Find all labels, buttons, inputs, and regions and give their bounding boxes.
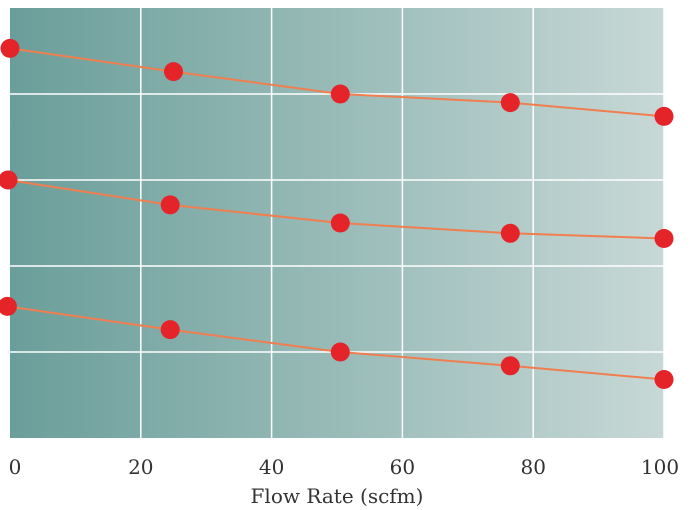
data-point <box>164 62 183 82</box>
data-point <box>500 356 520 376</box>
data-point <box>330 213 350 233</box>
x-tick-label: 80 <box>520 455 545 479</box>
data-point <box>330 342 350 362</box>
x-tick-label: 0 <box>9 455 22 479</box>
x-tick-label: 40 <box>259 455 284 479</box>
data-point <box>500 93 520 113</box>
x-tick-label: 20 <box>128 455 153 479</box>
series-1 <box>0 38 674 126</box>
series-layer <box>0 38 674 389</box>
x-axis-title: Flow Rate (scfm) <box>251 484 424 508</box>
data-point <box>0 170 18 190</box>
data-point <box>160 195 180 215</box>
series-2 <box>0 170 674 248</box>
data-point <box>160 320 180 340</box>
x-tick-label: 100 <box>641 455 679 479</box>
data-point <box>654 229 674 248</box>
x-tick-label: 60 <box>390 455 415 479</box>
x-tick-labels: 0 20 40 60 80 100 <box>9 455 679 479</box>
data-point <box>654 370 674 389</box>
data-point <box>654 106 674 126</box>
data-point <box>330 84 350 104</box>
data-point <box>0 296 17 316</box>
data-point <box>0 38 20 58</box>
data-point <box>500 223 520 243</box>
series-3 <box>0 296 674 389</box>
